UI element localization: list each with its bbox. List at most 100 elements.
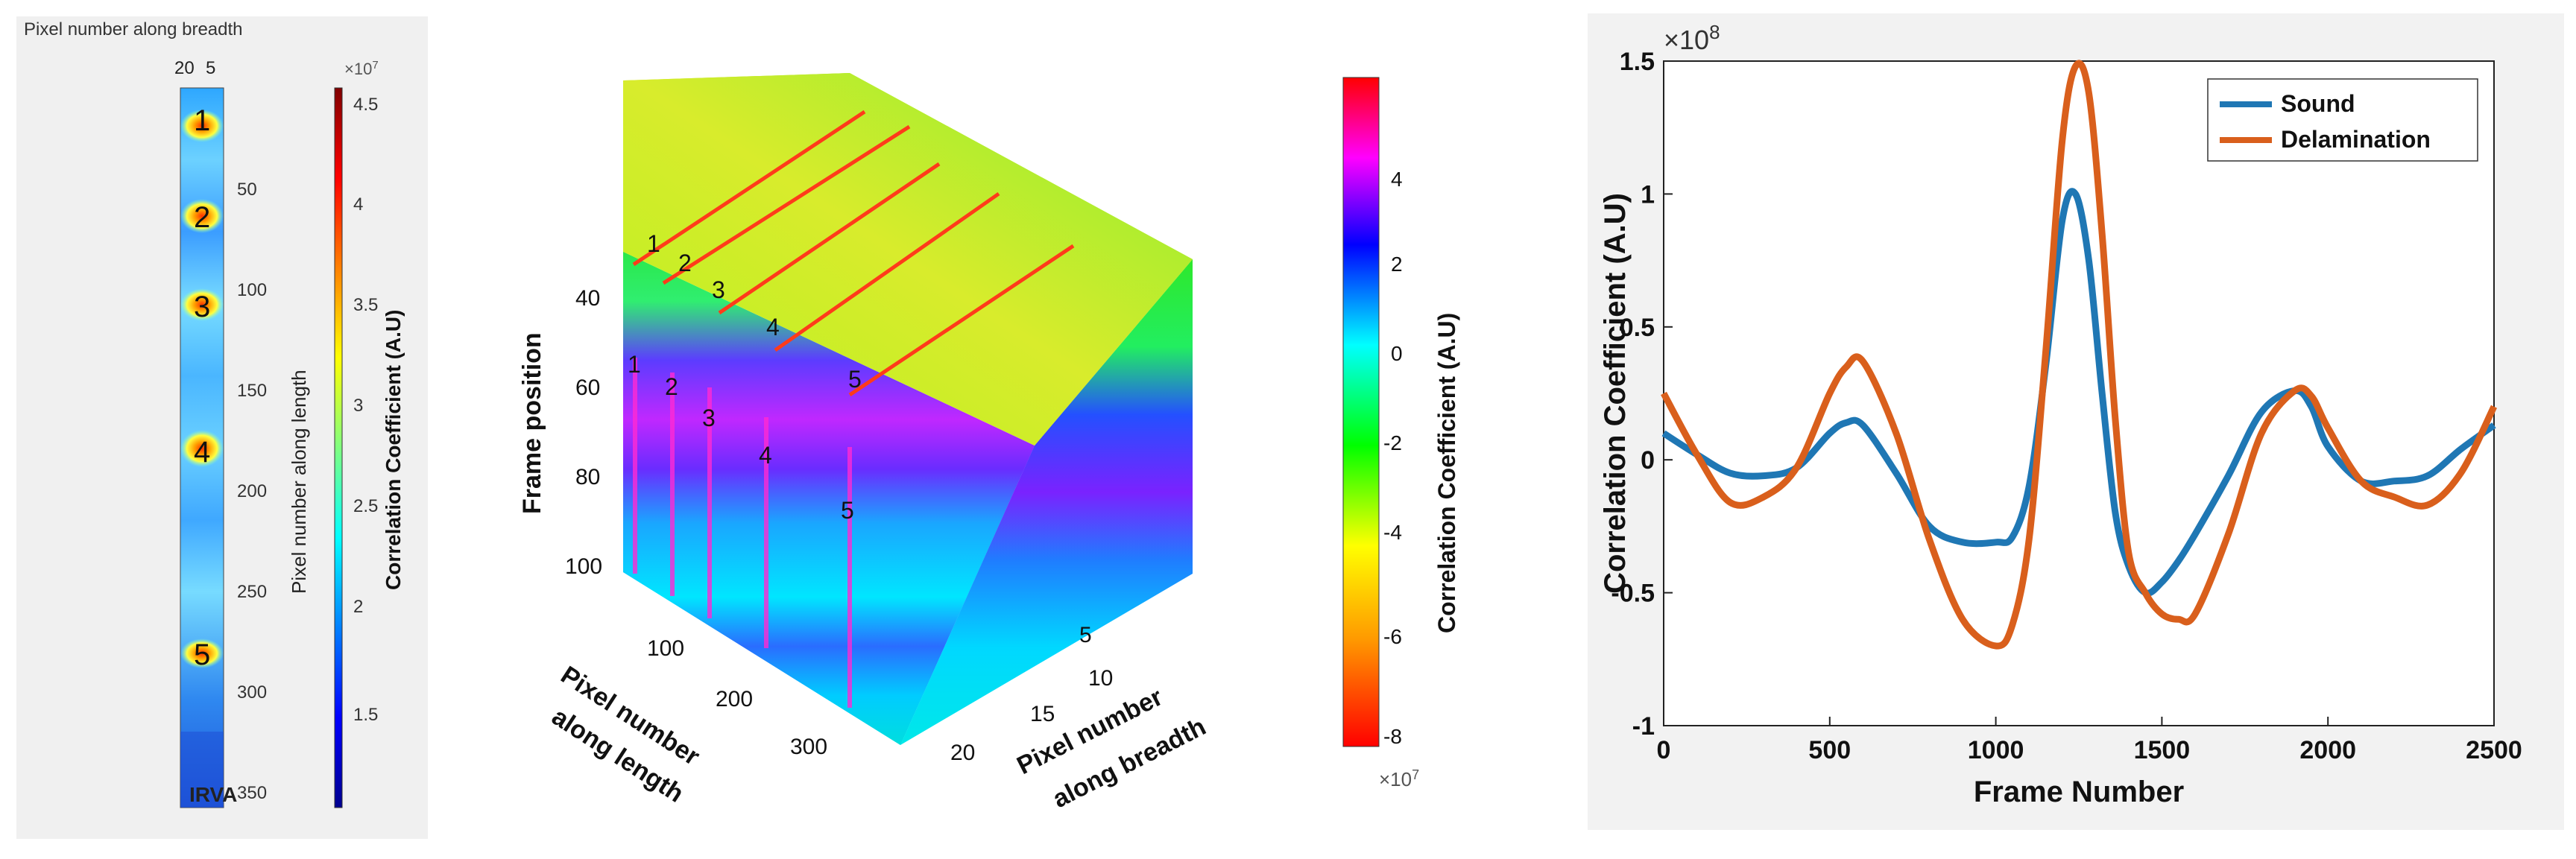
x-tick-label: 1000 — [1968, 736, 2024, 764]
x-axis-label: Frame Number — [1974, 776, 2184, 808]
x-tick-label: 1500 — [2134, 736, 2191, 764]
cube-front-face — [623, 252, 1035, 745]
cb-a-tick-2.5: 2.5 — [353, 496, 378, 516]
strip-bottom-shade — [180, 732, 224, 808]
panel-line-chart: 1.5 1 0.5 0 -0.5 -1 0 500 1000 1500 2000 2500 ×108… — [1588, 13, 2564, 830]
thermogram-title: Pixel number along breadth — [24, 19, 243, 39]
breadth-tick-15: 15 — [1030, 702, 1055, 726]
marker-5: 5 — [194, 638, 210, 671]
hotspot-3 — [180, 288, 224, 321]
marker-1: 1 — [194, 104, 210, 137]
cb-b-tick-0: 0 — [1391, 342, 1403, 365]
z-tick-40: 40 — [575, 286, 600, 311]
top-marker-4: 4 — [766, 314, 780, 340]
colorbar-a — [334, 87, 343, 808]
breadth-axis-ticks: 5 10 15 20 — [950, 623, 1113, 765]
legend-label-delamination: Delamination — [2281, 126, 2431, 153]
breadth-tick-20: 20 — [950, 741, 975, 765]
y-tick-label: -1 — [1632, 712, 1655, 741]
y-tick-label: 0 — [1641, 446, 1655, 475]
hotspot-2 — [180, 199, 224, 233]
y-tick-label: 1.5 — [1620, 48, 1655, 76]
panel-thermogram: Pixel number along breadth 20 5 1 2 3 4 … — [16, 16, 428, 839]
colorbar-b-exponent: ×107 — [1379, 767, 1419, 790]
y-tick-label: 0.5 — [1620, 314, 1655, 342]
strip-y-label: Pixel number along length — [288, 370, 310, 594]
front-markers: 1 2 3 4 5 — [628, 351, 854, 524]
cb-b-tick-2: 2 — [1391, 253, 1403, 276]
cb-a-tick-3: 3 — [353, 396, 363, 416]
y-tick-label: 1 — [1641, 180, 1655, 209]
z-tick-80: 80 — [575, 465, 600, 489]
front-marker-4: 4 — [759, 442, 772, 469]
hotspot-5 — [180, 638, 224, 668]
y-tick-100: 100 — [237, 280, 267, 300]
length-tick-100: 100 — [647, 636, 684, 661]
top-tick-5: 5 — [206, 58, 215, 78]
series-line-delamination — [1661, 60, 2498, 650]
top-marker-3: 3 — [712, 276, 725, 303]
colorbar-b-label: Correlation Coefficient (A.U) — [1433, 313, 1460, 633]
breadth-tick-10: 10 — [1088, 666, 1113, 691]
plot-area — [1663, 60, 2495, 726]
x-tick-label: 500 — [1808, 736, 1851, 764]
top-markers: 1 2 3 4 5 — [647, 230, 862, 393]
series-lines — [1661, 60, 2498, 650]
x-tick-label: 0 — [1657, 736, 1671, 764]
front-marker-2: 2 — [665, 373, 678, 400]
cube-svg: 1 2 3 4 5 1 2 3 4 5 40 60 80 100 Frame p… — [518, 73, 1460, 814]
cb-a-tick-2: 2 — [353, 597, 363, 617]
colorbar-a-label: Correlation Coefficient (A.U) — [382, 310, 405, 590]
front-marker-5: 5 — [841, 497, 854, 524]
legend-box — [2207, 78, 2478, 162]
ridge-1 — [632, 110, 866, 267]
length-tick-300: 300 — [790, 735, 827, 759]
cb-a-tick-1.5: 1.5 — [353, 705, 378, 725]
y-tick-label: -0.5 — [1611, 580, 1655, 608]
y-axis-label: Correlation Coefficient (A.U) — [1599, 193, 1632, 594]
front-marker-3: 3 — [702, 405, 716, 431]
y-tick-50: 50 — [237, 180, 257, 200]
colorbar-a-exponent: ×107 — [344, 59, 379, 78]
top-marker-1: 1 — [647, 230, 660, 257]
legend-label-sound: Sound — [2281, 90, 2355, 117]
marker-2: 2 — [194, 201, 210, 234]
panel-3d-cube: 1 2 3 4 5 1 2 3 4 5 40 60 80 100 Frame p… — [462, 0, 1506, 855]
x-tick-label: 2000 — [2299, 736, 2356, 764]
y-tick-200: 200 — [237, 481, 267, 501]
y-exponent: ×108 — [1664, 21, 1720, 55]
hotspot-4 — [180, 430, 224, 467]
ridge-3 — [718, 162, 941, 315]
hotspot-1 — [180, 110, 224, 142]
top-marker-5: 5 — [848, 366, 862, 393]
ridge-2 — [662, 124, 911, 285]
y-tick-250: 250 — [237, 582, 267, 602]
z-tick-60: 60 — [575, 375, 600, 400]
cb-b-tick-m4: -4 — [1383, 521, 1402, 544]
strip-y-ticks: 50 100 150 200 250 300 350 — [237, 180, 267, 803]
top-marker-2: 2 — [678, 250, 692, 276]
cb-b-tick-4: 4 — [1391, 168, 1403, 191]
y-tick-300: 300 — [237, 682, 267, 703]
front-streaks — [633, 358, 852, 708]
y-tick-150: 150 — [237, 381, 267, 401]
legend: Sound Delamination — [2207, 78, 2478, 162]
top-tick-20: 20 — [174, 58, 195, 78]
marker-3: 3 — [194, 291, 210, 323]
ridge-4 — [774, 191, 1000, 352]
x-ticks: 0 500 1000 1500 2000 2500 — [1657, 717, 2522, 764]
length-axis-ticks: 100 200 300 — [647, 636, 827, 759]
x-tick-label: 2500 — [2466, 736, 2522, 764]
ridge-5 — [848, 244, 1075, 397]
front-marker-1: 1 — [628, 351, 641, 378]
cube-side-face — [900, 259, 1193, 745]
irva-watermark: IRVA — [189, 783, 237, 806]
cb-b-tick-m8: -8 — [1383, 725, 1402, 748]
thermogram-svg: Pixel number along breadth 20 5 1 2 3 4 … — [24, 19, 405, 808]
breadth-tick-5: 5 — [1079, 623, 1092, 647]
z-axis-label: Frame position — [518, 332, 546, 514]
cb-b-tick-m6: -6 — [1383, 625, 1402, 648]
top-ridges — [632, 110, 1075, 397]
z-axis-ticks: 40 60 80 100 — [565, 286, 602, 579]
cb-b-tick-m2: -2 — [1383, 431, 1402, 454]
